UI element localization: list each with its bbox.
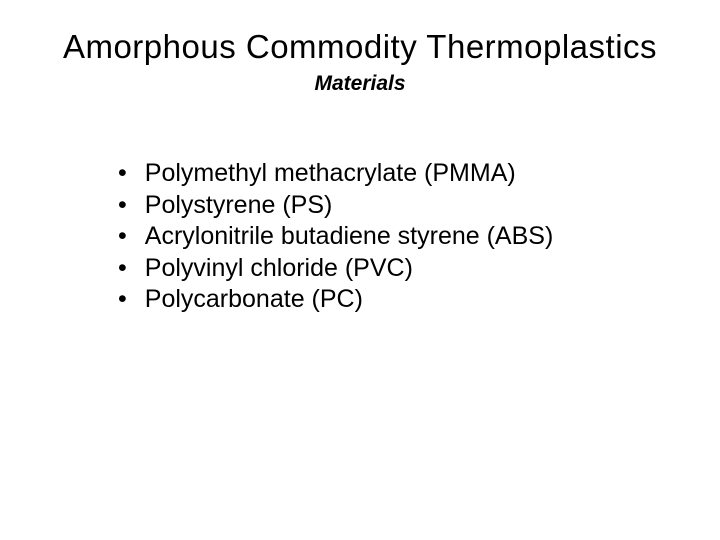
bullet-icon: • bbox=[118, 253, 127, 284]
bullet-icon: • bbox=[118, 158, 127, 189]
bullet-text: Acrylonitrile butadiene styrene (ABS) bbox=[145, 221, 554, 252]
bullet-list: • Polymethyl methacrylate (PMMA) • Polys… bbox=[118, 158, 720, 315]
bullet-text: Polystyrene (PS) bbox=[145, 190, 333, 221]
list-item: • Polymethyl methacrylate (PMMA) bbox=[118, 158, 720, 189]
bullet-icon: • bbox=[118, 221, 127, 252]
slide: Amorphous Commodity Thermoplastics Mater… bbox=[0, 0, 720, 540]
list-item: • Acrylonitrile butadiene styrene (ABS) bbox=[118, 221, 720, 252]
list-item: • Polystyrene (PS) bbox=[118, 190, 720, 221]
slide-subtitle: Materials bbox=[0, 72, 720, 96]
list-item: • Polycarbonate (PC) bbox=[118, 284, 720, 315]
slide-title: Amorphous Commodity Thermoplastics bbox=[0, 28, 720, 66]
bullet-text: Polyvinyl chloride (PVC) bbox=[145, 253, 413, 284]
bullet-text: Polymethyl methacrylate (PMMA) bbox=[145, 158, 516, 189]
bullet-icon: • bbox=[118, 190, 127, 221]
list-item: • Polyvinyl chloride (PVC) bbox=[118, 253, 720, 284]
bullet-icon: • bbox=[118, 284, 127, 315]
bullet-text: Polycarbonate (PC) bbox=[145, 284, 363, 315]
